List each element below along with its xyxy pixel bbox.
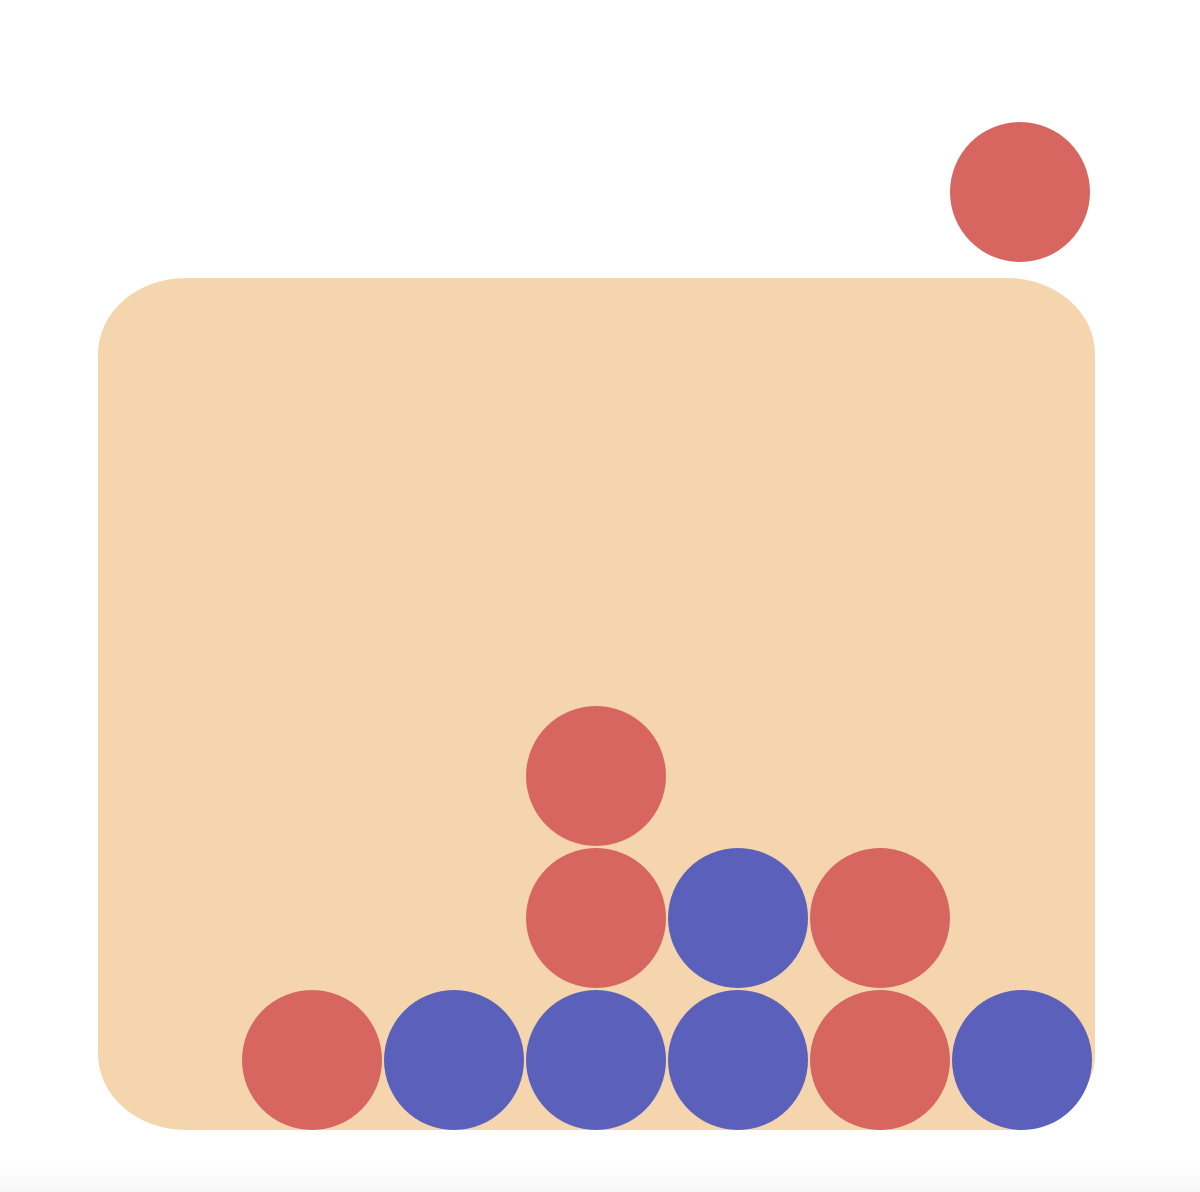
blue-disc (668, 990, 808, 1130)
hover-red-disc[interactable] (950, 122, 1090, 262)
blue-disc (952, 990, 1092, 1130)
connect-four-board[interactable] (98, 278, 1095, 1130)
blue-disc (384, 990, 524, 1130)
blue-disc (668, 848, 808, 988)
bottom-edge-strip (0, 1162, 1200, 1192)
red-disc (526, 848, 666, 988)
red-disc (242, 990, 382, 1130)
blue-disc (526, 990, 666, 1130)
red-disc (810, 990, 950, 1130)
red-disc (526, 706, 666, 846)
red-disc (810, 848, 950, 988)
